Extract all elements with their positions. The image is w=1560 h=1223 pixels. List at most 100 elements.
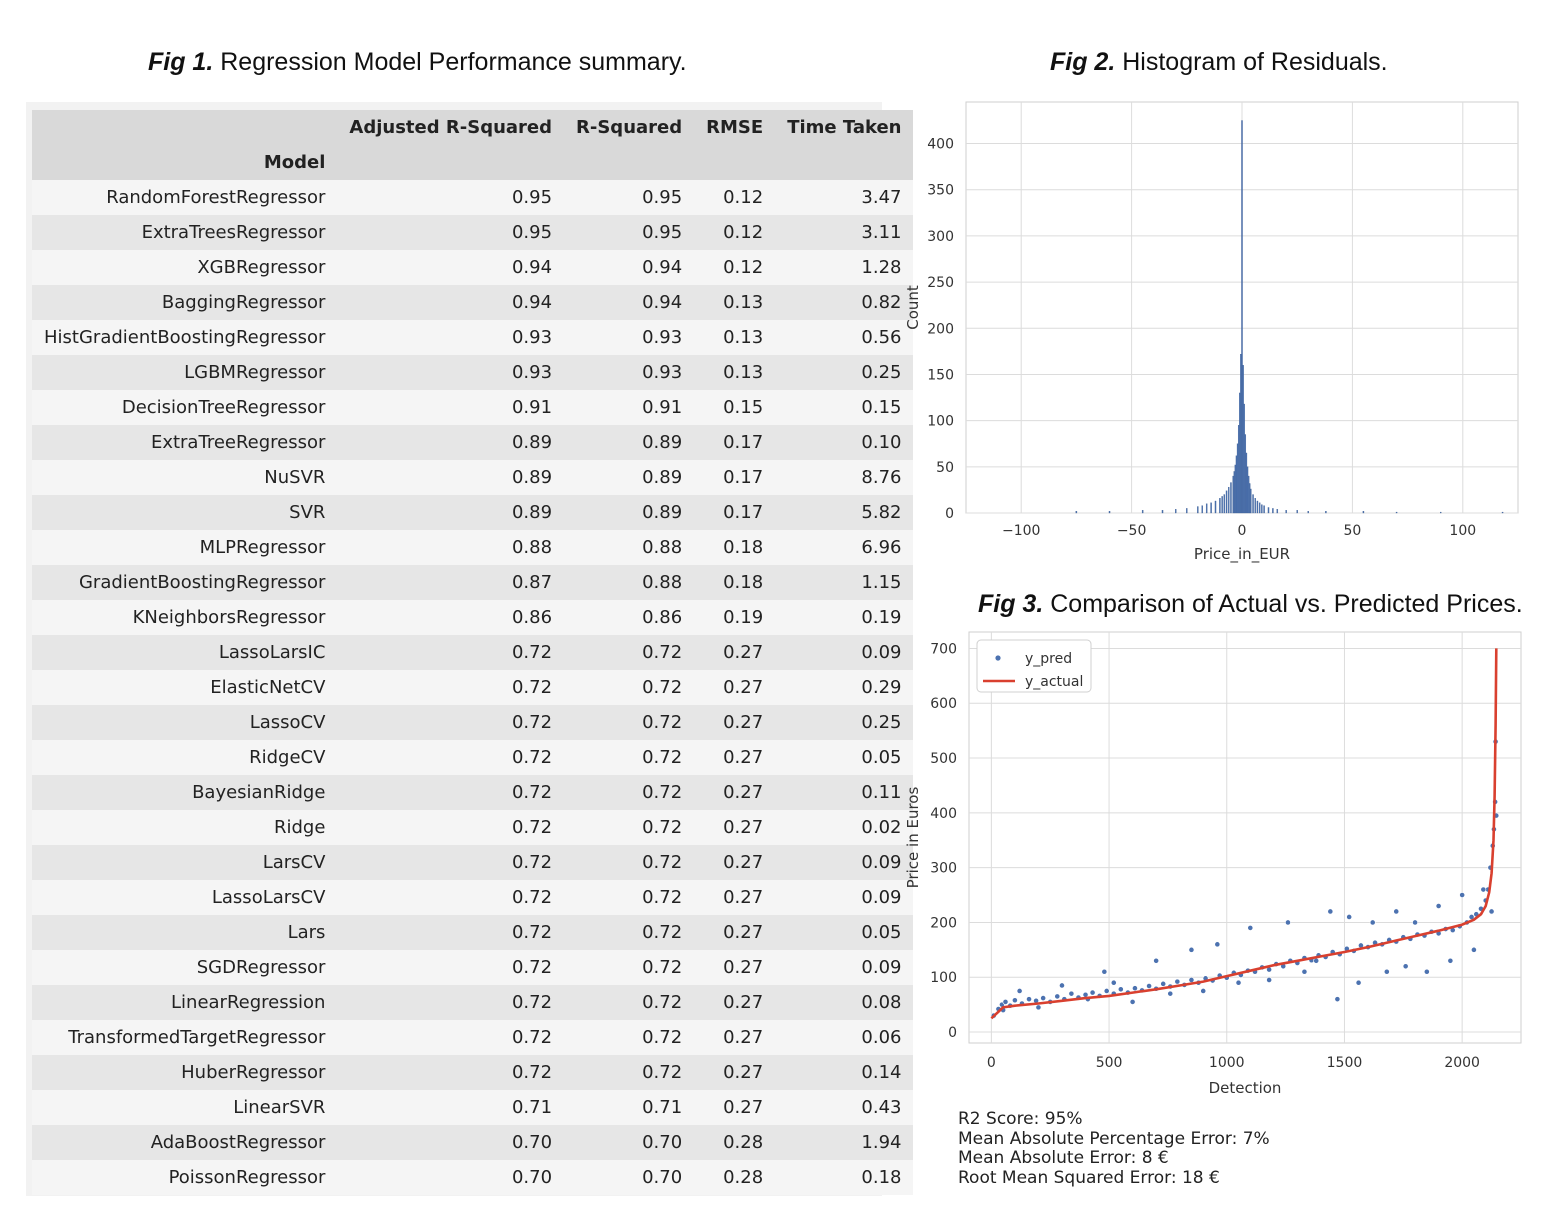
rmse-cell: 0.18 xyxy=(694,530,776,565)
histogram-bar xyxy=(1254,498,1256,514)
histogram-bar xyxy=(1325,511,1327,514)
table-row: Lars 0.72 0.72 0.27 0.05 xyxy=(32,915,914,950)
pred-point xyxy=(1412,919,1418,926)
time-taken-cell: 0.02 xyxy=(775,810,914,845)
pred-point xyxy=(1174,978,1181,985)
adjusted-r2-cell: 0.91 xyxy=(337,390,565,425)
index-header-blank xyxy=(564,145,695,180)
table-row: Ridge 0.72 0.72 0.27 0.02 xyxy=(32,810,914,845)
histogram-bar xyxy=(1285,510,1287,514)
model-name-cell: GradientBoostingRegressor xyxy=(32,565,338,600)
rmse-cell: 0.17 xyxy=(694,495,776,530)
adjusted-r2-cell: 0.95 xyxy=(337,180,565,215)
time-taken-cell: 0.09 xyxy=(775,880,914,915)
r2-cell: 0.72 xyxy=(564,880,695,915)
histogram-bar xyxy=(1250,488,1252,514)
pred-point xyxy=(1488,908,1495,915)
x-tick-label: 2000 xyxy=(1444,1055,1480,1071)
adjusted-r2-cell: 0.72 xyxy=(337,810,565,845)
fig2-caption: Histogram of Residuals. xyxy=(1122,48,1388,76)
table-row: KNeighborsRegressor 0.86 0.86 0.19 0.19 xyxy=(32,600,914,635)
model-name-cell: KNeighborsRegressor xyxy=(32,600,338,635)
r2-cell: 0.70 xyxy=(564,1160,695,1195)
r2-cell: 0.88 xyxy=(564,565,695,600)
pred-point xyxy=(1313,957,1320,964)
histogram-bar xyxy=(1272,508,1274,514)
model-name-cell: RandomForestRegressor xyxy=(32,180,338,215)
adjusted-r2-cell: 0.72 xyxy=(337,985,565,1020)
pred-point xyxy=(1423,968,1430,975)
adjusted-r2-cell: 0.72 xyxy=(337,1020,565,1055)
histogram-bar xyxy=(1205,503,1208,514)
histogram-bar xyxy=(1239,392,1241,514)
table-row: RandomForestRegressor 0.95 0.95 0.12 3.47 xyxy=(32,180,914,215)
y-axis-label: Count xyxy=(904,285,922,330)
adjusted-r2-cell: 0.89 xyxy=(337,495,565,530)
pred-point xyxy=(1167,990,1174,997)
rmse-cell: 0.27 xyxy=(694,1090,776,1125)
r2-cell: 0.89 xyxy=(564,460,695,495)
pred-point xyxy=(1200,988,1207,994)
histogram-bar xyxy=(1362,511,1365,514)
fig1-label: Fig 1. xyxy=(148,48,214,76)
x-tick-label: 1000 xyxy=(1209,1055,1245,1071)
adjusted-r2-cell: 0.72 xyxy=(337,1055,565,1090)
time-taken-cell: 0.05 xyxy=(775,915,914,950)
pred-point xyxy=(1153,957,1160,964)
adjusted-r2-cell: 0.88 xyxy=(337,530,565,565)
mae-text: Mean Absolute Error: 8 € xyxy=(958,1148,1169,1168)
model-name-cell: LassoLarsCV xyxy=(32,880,338,915)
adjusted-r2-cell: 0.89 xyxy=(337,425,565,460)
r2-cell: 0.72 xyxy=(564,950,695,985)
table-row: AdaBoostRegressor 0.70 0.70 0.28 1.94 xyxy=(32,1125,914,1160)
actual-vs-predicted-chart: 0 500 1000 1500 2000 0 100 200 300 400 500 600 700 y_… xyxy=(904,631,1522,1097)
histogram-bar xyxy=(1240,353,1242,514)
rmse-cell: 0.27 xyxy=(694,705,776,740)
column-header: Adjusted R-Squared xyxy=(337,110,565,145)
table-row: SGDRegressor 0.72 0.72 0.27 0.09 xyxy=(32,950,914,985)
time-taken-cell: 3.11 xyxy=(775,215,914,250)
pred-point xyxy=(1103,988,1110,994)
r2-cell: 0.72 xyxy=(564,1055,695,1090)
rmse-cell: 0.27 xyxy=(694,1055,776,1090)
time-taken-cell: 1.15 xyxy=(775,565,914,600)
time-taken-cell: 0.06 xyxy=(775,1020,914,1055)
index-header-blank xyxy=(694,145,776,180)
rmse-text: Root Mean Squared Error: 18 € xyxy=(958,1167,1220,1188)
histogram-bar xyxy=(1197,506,1199,514)
time-taken-cell: 0.14 xyxy=(775,1055,914,1090)
rmse-cell: 0.27 xyxy=(694,880,776,915)
pred-point xyxy=(1435,903,1442,909)
table-row: LinearRegression 0.72 0.72 0.27 0.08 xyxy=(32,985,914,1020)
pred-point xyxy=(1040,995,1047,1001)
y-tick-label: 250 xyxy=(927,275,954,291)
index-header-blank xyxy=(775,145,914,180)
pred-point xyxy=(1355,979,1362,986)
rmse-cell: 0.13 xyxy=(694,355,776,390)
histogram-bar xyxy=(1175,509,1177,514)
pred-point xyxy=(1346,914,1353,920)
adjusted-r2-cell: 0.72 xyxy=(337,670,565,705)
r2-cell: 0.93 xyxy=(564,320,695,355)
time-taken-cell: 3.47 xyxy=(775,180,914,215)
pred-point xyxy=(1160,980,1167,987)
model-name-cell: SGDRegressor xyxy=(32,950,338,985)
table-row: TransformedTargetRegressor 0.72 0.72 0.27 0.… xyxy=(32,1020,914,1055)
histogram-bar xyxy=(1256,500,1259,514)
table-row: XGBRegressor 0.94 0.94 0.12 1.28 xyxy=(32,250,914,285)
model-name-cell: BaggingRegressor xyxy=(32,285,338,320)
pred-point xyxy=(1285,919,1291,926)
x-tick-label: −100 xyxy=(1002,523,1040,539)
adjusted-r2-cell: 0.72 xyxy=(337,775,565,810)
r2-cell: 0.72 xyxy=(564,705,695,740)
y-tick-label: 400 xyxy=(927,137,954,153)
adjusted-r2-cell: 0.72 xyxy=(337,705,565,740)
rmse-cell: 0.27 xyxy=(694,915,776,950)
r2-cell: 0.93 xyxy=(564,355,695,390)
r2-cell: 0.95 xyxy=(564,215,695,250)
pred-point xyxy=(1188,946,1195,953)
pred-point xyxy=(1369,919,1376,926)
pred-point xyxy=(1002,998,1009,1005)
table-row: LinearSVR 0.71 0.71 0.27 0.43 xyxy=(32,1090,914,1125)
time-taken-cell: 6.96 xyxy=(775,530,914,565)
